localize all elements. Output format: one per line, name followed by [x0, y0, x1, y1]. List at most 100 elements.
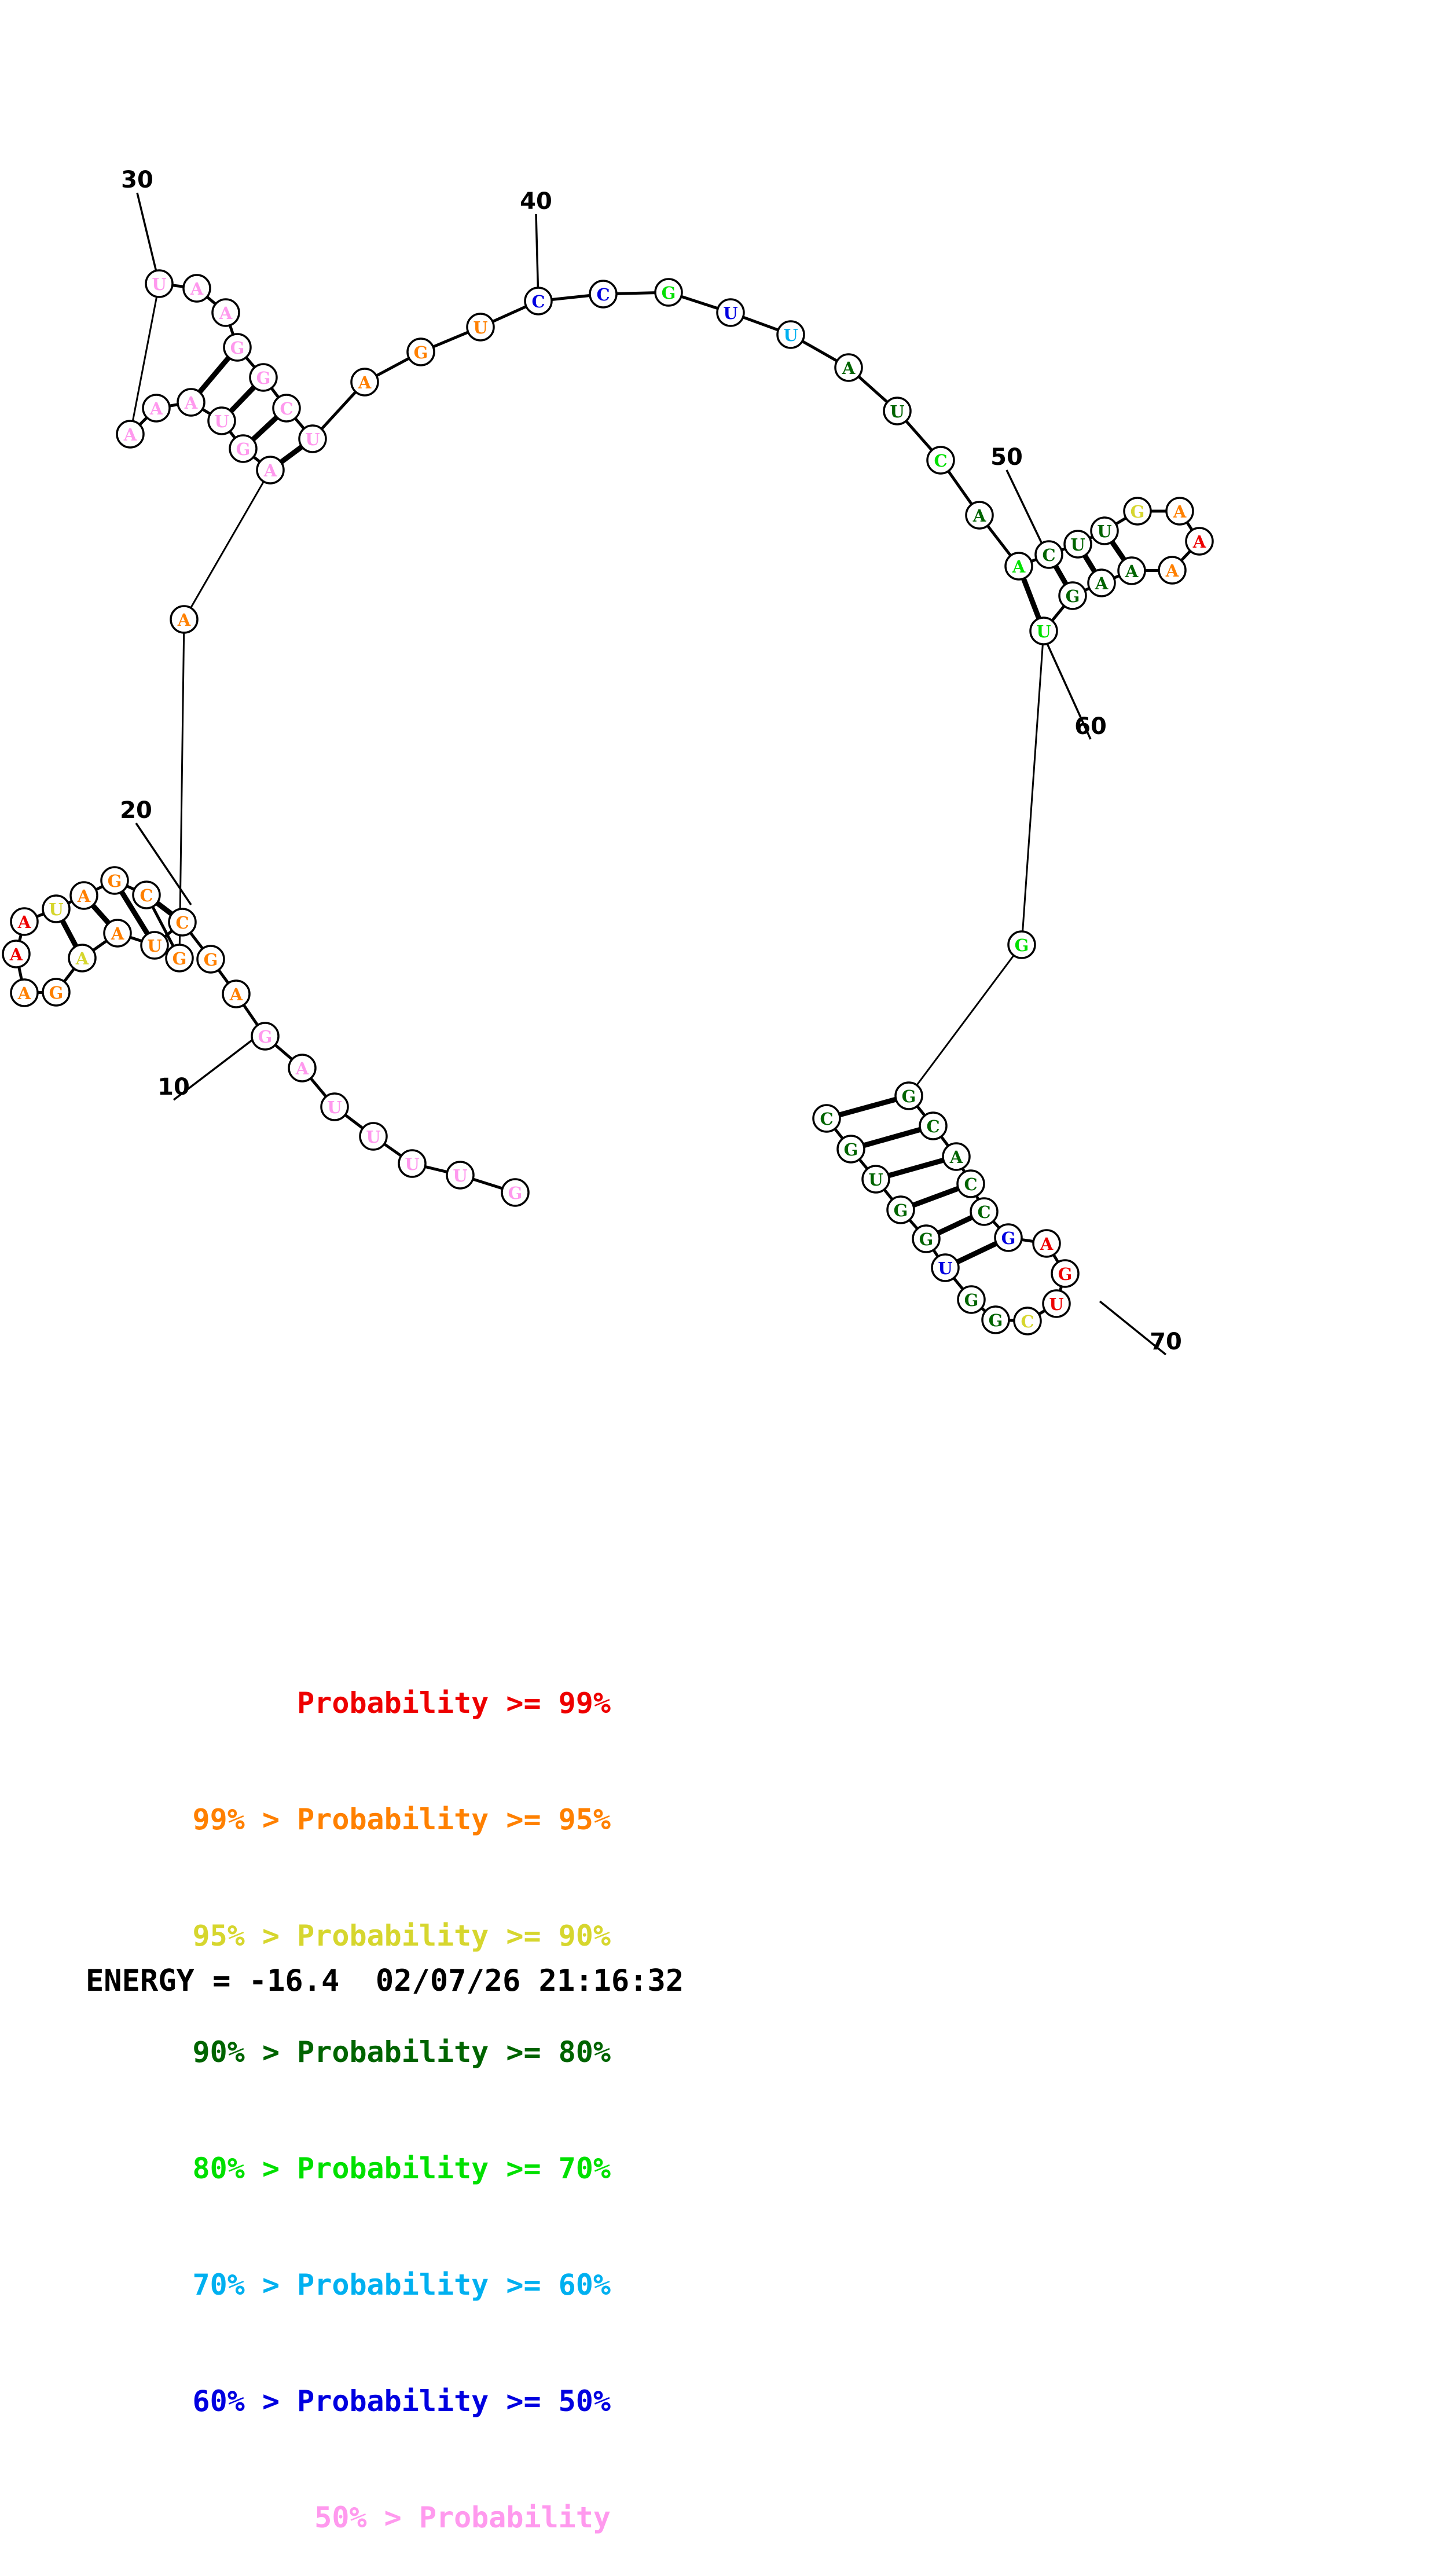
- base-node[interactable]: G: [958, 1286, 985, 1313]
- base-node[interactable]: A: [71, 882, 97, 909]
- base-node[interactable]: G: [1008, 931, 1035, 958]
- base-node[interactable]: C: [590, 281, 616, 307]
- base-node[interactable]: U: [1030, 618, 1057, 644]
- base-letter: A: [149, 399, 163, 419]
- base-node[interactable]: A: [212, 299, 239, 326]
- base-node[interactable]: U: [43, 896, 69, 922]
- base-node[interactable]: G: [408, 339, 434, 365]
- base-node[interactable]: A: [289, 1055, 315, 1081]
- base-node[interactable]: G: [43, 979, 69, 1006]
- base-node[interactable]: C: [169, 909, 196, 935]
- base-node[interactable]: U: [1065, 531, 1091, 557]
- base-node[interactable]: A: [143, 395, 170, 421]
- base-node[interactable]: U: [299, 425, 326, 452]
- base-letter: U: [1036, 622, 1051, 641]
- base-node[interactable]: U: [932, 1254, 959, 1281]
- base-node[interactable]: U: [717, 299, 744, 326]
- base-node[interactable]: G: [838, 1136, 864, 1162]
- backbone-link: [616, 293, 656, 294]
- base-node[interactable]: A: [117, 421, 144, 447]
- base-node[interactable]: U: [863, 1166, 889, 1192]
- base-node[interactable]: A: [966, 502, 993, 529]
- base-letter: U: [305, 430, 320, 449]
- base-node[interactable]: C: [957, 1170, 984, 1197]
- base-pair-bond: [1112, 542, 1124, 560]
- base-node[interactable]: G: [913, 1225, 939, 1252]
- base-node[interactable]: G: [502, 1179, 529, 1206]
- base-node[interactable]: U: [321, 1093, 348, 1120]
- base-node[interactable]: A: [171, 606, 197, 633]
- base-letter: A: [177, 610, 191, 630]
- base-node[interactable]: A: [257, 457, 284, 483]
- base-letter: C: [926, 1117, 939, 1136]
- base-letter: U: [473, 318, 487, 337]
- base-node[interactable]: G: [224, 334, 251, 361]
- base-node[interactable]: A: [1088, 570, 1115, 596]
- base-node[interactable]: C: [525, 288, 552, 314]
- legend-row: 50% > Probability: [90, 2498, 611, 2537]
- base-node[interactable]: C: [920, 1113, 946, 1139]
- base-node[interactable]: A: [351, 369, 378, 395]
- base-node[interactable]: A: [104, 920, 131, 946]
- base-node[interactable]: A: [835, 354, 862, 381]
- base-node[interactable]: G: [887, 1197, 914, 1223]
- base-letter: A: [1165, 561, 1179, 581]
- base-node[interactable]: G: [101, 867, 128, 894]
- base-node[interactable]: C: [971, 1198, 997, 1225]
- base-node[interactable]: A: [1159, 557, 1186, 584]
- base-node[interactable]: C: [927, 447, 954, 474]
- base-node[interactable]: U: [467, 314, 494, 340]
- base-letter: U: [49, 900, 63, 919]
- base-node[interactable]: G: [995, 1224, 1022, 1251]
- base-node[interactable]: G: [1059, 582, 1086, 609]
- base-letter: U: [147, 936, 162, 956]
- base-node[interactable]: U: [141, 932, 168, 959]
- base-node[interactable]: A: [69, 945, 96, 971]
- base-pair-bond: [1056, 566, 1066, 584]
- base-node[interactable]: C: [1014, 1308, 1041, 1334]
- base-node[interactable]: C: [813, 1105, 840, 1132]
- base-node[interactable]: A: [183, 275, 210, 302]
- base-letter: G: [204, 950, 218, 970]
- base-node[interactable]: A: [1005, 553, 1032, 579]
- base-node[interactable]: C: [273, 395, 300, 421]
- base-node[interactable]: A: [1166, 498, 1193, 524]
- base-letter: G: [508, 1183, 523, 1203]
- base-letter: C: [280, 399, 293, 419]
- base-node[interactable]: G: [1124, 498, 1151, 524]
- base-node[interactable]: A: [1033, 1230, 1060, 1257]
- base-node[interactable]: G: [982, 1307, 1009, 1333]
- base-node[interactable]: G: [197, 946, 224, 973]
- base-node[interactable]: A: [1186, 528, 1213, 555]
- base-node[interactable]: U: [399, 1150, 425, 1177]
- base-node[interactable]: U: [1043, 1290, 1070, 1317]
- base-node[interactable]: G: [896, 1082, 922, 1109]
- base-node[interactable]: A: [3, 941, 30, 967]
- backbone-link: [230, 325, 233, 335]
- base-node[interactable]: G: [655, 279, 682, 306]
- backbone-link: [310, 1078, 326, 1097]
- base-node[interactable]: U: [360, 1123, 387, 1150]
- base-node[interactable]: U: [208, 408, 235, 434]
- base-node[interactable]: A: [11, 979, 38, 1006]
- base-node[interactable]: A: [1118, 557, 1145, 584]
- base-node[interactable]: C: [1036, 541, 1062, 568]
- base-node[interactable]: G: [166, 945, 193, 971]
- base-node[interactable]: U: [1091, 518, 1118, 544]
- backbone-link: [916, 955, 1014, 1086]
- base-node[interactable]: U: [884, 398, 911, 424]
- base-node[interactable]: C: [133, 882, 160, 908]
- base-node[interactable]: U: [146, 270, 173, 297]
- base-node[interactable]: A: [178, 389, 204, 416]
- base-node[interactable]: A: [943, 1143, 970, 1170]
- base-node[interactable]: G: [1052, 1260, 1078, 1287]
- base-node[interactable]: A: [11, 908, 38, 935]
- base-letter: A: [1192, 532, 1206, 552]
- base-node[interactable]: G: [252, 1023, 278, 1050]
- base-node[interactable]: G: [230, 435, 256, 462]
- base-node[interactable]: A: [223, 981, 249, 1007]
- base-node[interactable]: U: [447, 1162, 474, 1188]
- base-node[interactable]: G: [250, 364, 277, 391]
- base-node[interactable]: U: [777, 321, 804, 348]
